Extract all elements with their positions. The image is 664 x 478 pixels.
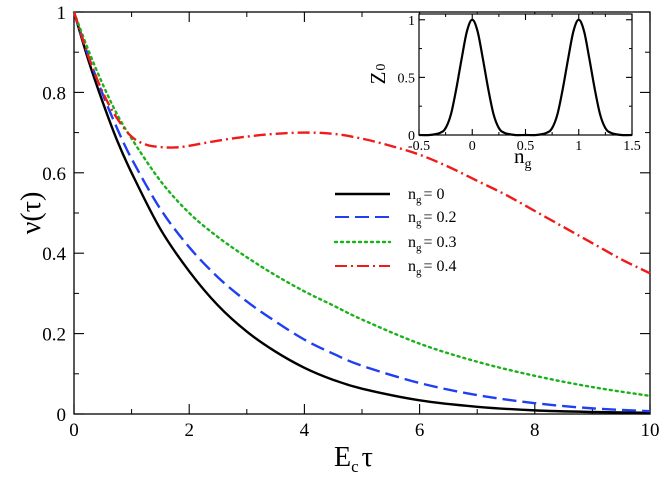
main-series-line-0: [72, 11, 651, 414]
y-axis-title: ν(τ): [16, 192, 47, 235]
main-series: [72, 10, 652, 414]
x-tick-label: 0: [69, 420, 79, 441]
x-axis-title-main: E: [334, 442, 351, 473]
x-tick-label: 10: [641, 420, 660, 441]
x-tick-label: -0.5: [408, 139, 430, 154]
y-tick-label: 0.4: [42, 244, 66, 265]
main-series-line-1: [72, 11, 651, 413]
legend-label-0: ng = 0: [408, 186, 445, 206]
x-tick-label: 8: [530, 420, 540, 441]
inset-plot-frame: [418, 13, 633, 136]
x-axis-title: Ec τ: [334, 442, 373, 476]
legend: ng = 0 ng = 0.2 ng = 0.3 ng = 0.4: [333, 186, 457, 278]
x-tick-label: 0: [469, 139, 476, 154]
legend-label-2: ng = 0.3: [408, 234, 457, 254]
inset-y-axis-title: Z0: [366, 64, 390, 85]
y-tick-label: 0.2: [42, 325, 66, 346]
y-tick-label: 1: [57, 3, 67, 24]
main-series-line-3: [72, 11, 651, 275]
y-tick-label: 0.6: [42, 164, 66, 185]
legend-label-1: ng = 0.2: [408, 209, 457, 229]
y-tick-label: 0.8: [42, 83, 66, 104]
y-tick-label: 0.5: [398, 71, 416, 86]
x-tick-label: 2: [184, 420, 194, 441]
y-tick-label: 0: [408, 129, 415, 144]
x-axis-title-tail: τ: [362, 442, 373, 473]
inset-series: [418, 18, 633, 137]
y-tick-label: 0: [57, 405, 67, 426]
x-tick-label: 6: [415, 420, 425, 441]
x-tick-label: 4: [300, 420, 310, 441]
x-axis-title-sub: c: [351, 457, 359, 476]
legend-label-3: ng = 0.4: [408, 258, 457, 278]
x-tick-label: 0.5: [517, 139, 535, 154]
main-series-line-2: [72, 10, 652, 398]
x-tick-label: 1.5: [623, 139, 641, 154]
inset-series-line-0: [418, 18, 633, 137]
x-tick-label: 1: [575, 139, 582, 154]
inset-ticks: -0.5 0 0.5 1 1.500.51: [398, 14, 641, 154]
y-tick-label: 1: [408, 14, 415, 29]
inset-x-axis-title: ng: [514, 144, 532, 172]
